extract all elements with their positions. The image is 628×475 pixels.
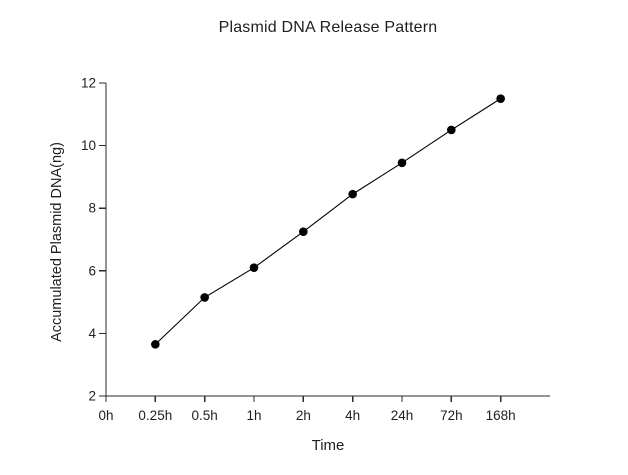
x-tick-label: 4h [345, 408, 360, 423]
data-point [348, 189, 357, 199]
x-tick-label: 168h [486, 408, 516, 423]
y-tick-label: 12 [81, 76, 96, 91]
x-tick-label: 72h [440, 408, 463, 423]
y-tick-label: 4 [88, 326, 96, 341]
x-tick-label: 0.25h [138, 408, 172, 423]
data-point [249, 263, 259, 272]
x-axis-title: Time [311, 437, 345, 454]
data-point [299, 227, 308, 236]
data-point [496, 94, 505, 103]
series-line [154, 98, 501, 345]
data-point [200, 293, 209, 302]
x-tick-label: 1h [246, 408, 261, 423]
data-point [397, 158, 407, 168]
data-point [447, 125, 456, 135]
x-tick-label: 0.5h [192, 408, 218, 423]
y-tick-label: 8 [88, 201, 96, 216]
chart-title: Plasmid DNA Release Pattern [218, 19, 438, 36]
y-tick-label: 6 [88, 263, 96, 278]
y-tick-label: 2 [88, 389, 96, 404]
y-tick-label: 10 [81, 138, 96, 153]
x-tick-label: 24h [391, 408, 414, 423]
data-point [151, 340, 160, 349]
x-tick-label: 0h [98, 408, 113, 423]
x-tick-label: 2h [296, 408, 311, 423]
